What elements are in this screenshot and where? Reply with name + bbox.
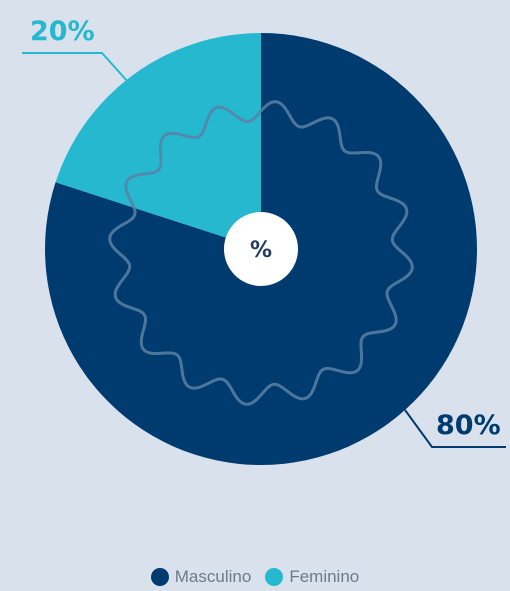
leader-line-masculino	[404, 409, 506, 448]
decorative-wave-ring	[108, 100, 414, 406]
legend-label-masculino: Masculino	[174, 567, 252, 586]
leader-line-feminino	[22, 52, 129, 83]
legend-item-masculino: Masculino	[150, 567, 252, 587]
label-80-group: 80%	[404, 409, 506, 448]
legend-swatch-feminino	[265, 568, 284, 586]
legend: Masculino Feminino	[0, 567, 510, 587]
legend-item-feminino: Feminino	[265, 567, 359, 587]
center-percent-symbol: %	[250, 238, 272, 263]
data-label-feminino: 20%	[30, 16, 95, 47]
data-label-masculino: 80%	[436, 410, 501, 441]
label-20-group: 20%	[22, 16, 129, 83]
legend-label-feminino: Feminino	[289, 567, 360, 586]
pie-slice-feminino	[55, 33, 261, 249]
legend-swatch-masculino	[150, 568, 169, 586]
center-circle	[224, 212, 298, 286]
